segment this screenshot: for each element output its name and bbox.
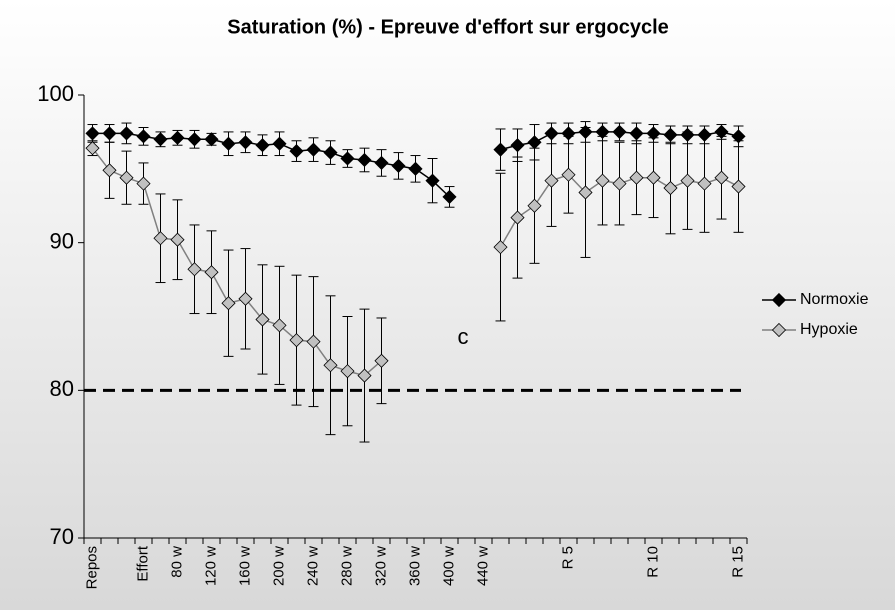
marker	[391, 158, 406, 173]
marker	[204, 265, 219, 280]
x-tick-label: 360 w	[406, 546, 423, 586]
marker	[289, 333, 304, 348]
marker	[578, 185, 593, 200]
marker	[340, 364, 355, 379]
marker	[306, 142, 321, 157]
marker	[510, 210, 525, 225]
x-tick-label: 280 w	[338, 546, 355, 586]
marker	[340, 151, 355, 166]
marker	[527, 198, 542, 213]
marker	[221, 136, 236, 151]
marker	[510, 138, 525, 153]
chart-title: Saturation (%) - Epreuve d'effort sur er…	[227, 16, 669, 38]
legend-label: Normoxie	[800, 291, 869, 308]
x-tick-label: R 10	[644, 546, 661, 578]
x-tick-label: 400 w	[440, 546, 457, 586]
marker	[102, 126, 117, 141]
marker	[646, 170, 661, 185]
marker	[493, 142, 508, 157]
marker	[170, 232, 185, 247]
marker	[629, 170, 644, 185]
marker	[102, 163, 117, 178]
legend-marker	[771, 322, 787, 338]
marker	[629, 126, 644, 141]
marker	[425, 173, 440, 188]
marker	[357, 152, 372, 168]
marker	[493, 240, 508, 255]
marker	[136, 176, 151, 191]
annotation: c	[458, 324, 469, 349]
x-tick-label: Repos	[83, 546, 100, 589]
marker	[561, 167, 576, 182]
x-tick-label: 320 w	[372, 546, 389, 586]
marker	[136, 129, 151, 144]
y-tick-label: 70	[50, 524, 74, 549]
x-tick-label: 80 w	[168, 546, 185, 578]
marker	[323, 145, 338, 160]
marker	[408, 161, 423, 176]
marker	[442, 189, 457, 204]
marker	[595, 173, 610, 188]
marker	[663, 127, 678, 142]
marker	[697, 176, 712, 191]
x-tick-label: R 5	[559, 546, 576, 569]
marker	[374, 353, 389, 368]
marker	[255, 312, 270, 327]
marker	[289, 144, 304, 159]
marker	[272, 318, 287, 333]
marker	[119, 170, 134, 185]
marker	[221, 296, 236, 311]
y-tick-label: 80	[50, 376, 74, 401]
marker	[306, 334, 321, 349]
marker	[357, 368, 372, 383]
marker	[187, 132, 202, 147]
x-tick-label: 440 w	[474, 546, 491, 586]
marker	[544, 173, 559, 188]
legend-label: Hypoxie	[800, 321, 858, 338]
marker	[612, 176, 627, 191]
marker	[85, 141, 100, 156]
marker	[170, 130, 185, 145]
x-tick-label: Effort	[134, 545, 151, 581]
marker	[204, 132, 219, 147]
x-tick-label: 240 w	[304, 546, 321, 586]
marker	[612, 124, 627, 139]
x-tick-label: 120 w	[202, 546, 219, 586]
x-tick-label: 160 w	[236, 546, 253, 586]
marker	[238, 291, 253, 306]
marker	[85, 126, 100, 141]
marker	[680, 173, 695, 188]
marker	[153, 231, 168, 246]
legend-marker	[771, 292, 787, 308]
marker	[374, 155, 389, 170]
series-line	[92, 132, 451, 198]
marker	[272, 136, 287, 151]
y-tick-label: 100	[37, 81, 74, 106]
x-tick-label: R 15	[729, 546, 746, 578]
marker	[663, 180, 678, 196]
marker	[323, 358, 338, 373]
marker	[731, 179, 746, 194]
marker	[153, 132, 168, 147]
marker	[119, 126, 134, 141]
marker	[187, 262, 202, 277]
y-tick-label: 90	[50, 228, 74, 253]
marker	[255, 138, 270, 153]
x-tick-label: 200 w	[270, 546, 287, 586]
marker	[714, 170, 729, 185]
marker	[238, 135, 253, 150]
